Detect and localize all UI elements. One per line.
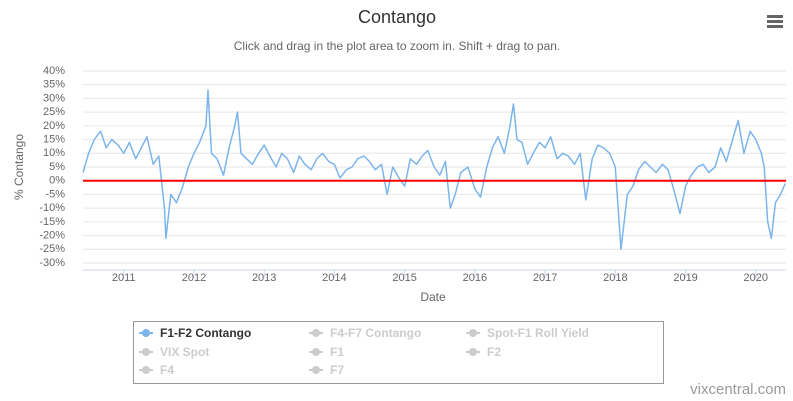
y-tick-label: 20% [43,120,65,132]
y-tick-label: 25% [43,106,65,118]
legend-symbol [469,348,477,356]
x-tick-label: 2013 [252,272,276,284]
legend-symbol [142,366,150,374]
y-tick-label: 40% [43,65,65,77]
y-tick-label: 5% [49,161,65,173]
x-tick-label: 2015 [392,272,416,284]
legend-symbol [312,348,320,356]
y-tick-label: 35% [43,79,65,91]
chart-subtitle: Click and drag in the plot area to zoom … [234,39,561,53]
credits[interactable]: vixcentral.com [690,381,786,398]
legend-item[interactable]: F7 [330,363,344,377]
x-tick-label: 2011 [112,272,136,284]
x-tick-label: 2014 [322,272,346,284]
y-tick-label: 10% [43,147,65,159]
legend-item[interactable]: F1 [330,345,344,359]
y-tick-label: 0% [49,175,65,187]
y-tick-label: -15% [39,216,65,228]
legend-item[interactable]: F4-F7 Contango [330,326,421,340]
x-tick-label: 2016 [463,272,487,284]
legend-symbol [469,329,477,337]
legend-item[interactable]: VIX Spot [160,345,209,359]
x-tick-label: 2017 [533,272,557,284]
menu-button[interactable] [767,15,783,28]
legend-item[interactable]: F1-F2 Contango [160,326,251,340]
x-tick-label: 2012 [182,272,206,284]
menu-bar [767,20,783,23]
legend-symbol [142,329,150,337]
legend-box [133,321,664,384]
legend-item[interactable]: F2 [487,345,501,359]
y-tick-label: -10% [39,202,65,214]
y-tick-label: 15% [43,133,65,145]
y-tick-label: 30% [43,92,65,104]
menu-bar [767,15,783,18]
menu-bar [767,25,783,28]
legend-symbol [312,366,320,374]
x-tick-label: 2018 [603,272,627,284]
y-tick-label: -5% [45,188,65,200]
legend-item[interactable]: F4 [160,363,174,377]
data-line [82,89,786,251]
y-tick-label: -30% [39,257,65,269]
chart-title: Contango [358,7,436,27]
legend-item[interactable]: Spot-F1 Roll Yield [487,326,589,340]
y-tick-label: -20% [39,229,65,241]
x-axis-title: Date [420,290,446,304]
x-tick-label: 2019 [673,272,697,284]
y-tick-label: -25% [39,243,65,255]
legend-symbol [142,348,150,356]
legend-symbol [312,329,320,337]
y-axis-title: % Contango [12,134,26,200]
x-tick-label: 2020 [744,272,768,284]
